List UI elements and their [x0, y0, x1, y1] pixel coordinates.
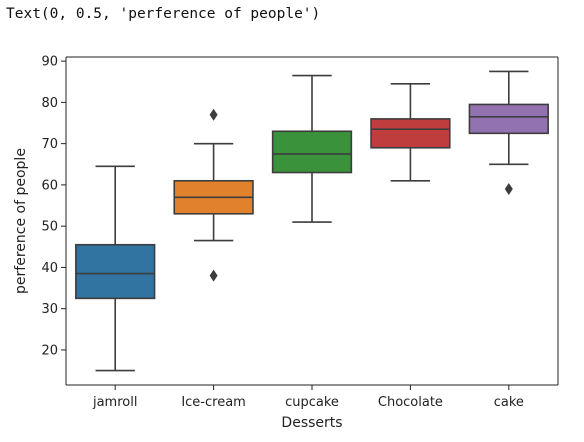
- outlier-point: [209, 108, 218, 121]
- box-iqr: [468, 103, 549, 135]
- outlier-point: [209, 269, 218, 282]
- y-tick-label: 40: [41, 261, 58, 276]
- y-tick-label: 60: [41, 178, 58, 193]
- box-group: [468, 70, 549, 196]
- box-series: [75, 70, 549, 372]
- x-tick-label: Chocolate: [378, 395, 443, 410]
- y-axis-title: perference of people: [13, 148, 29, 294]
- y-tick-label: 30: [41, 302, 58, 317]
- x-tick-label: cake: [494, 395, 524, 410]
- box-iqr: [271, 130, 353, 174]
- box-group: [370, 83, 451, 182]
- cell-output-text: Text(0, 0.5, 'perference of people'): [6, 6, 321, 22]
- box-group: [173, 108, 254, 282]
- y-tick-label: 80: [41, 96, 58, 111]
- box-group: [271, 74, 353, 223]
- y-tick-label: 90: [41, 55, 58, 70]
- x-tick-label: Ice-cream: [181, 395, 246, 410]
- x-axis-title: Desserts: [281, 415, 342, 431]
- y-axis: 20 30 40 50 60 70 80 90: [41, 55, 66, 358]
- x-tick-label: cupcake: [285, 395, 339, 410]
- box-iqr: [75, 243, 156, 300]
- y-tick-label: 70: [41, 137, 58, 152]
- y-tick-label: 50: [41, 220, 58, 235]
- outlier-point: [504, 183, 513, 196]
- y-tick-label: 20: [41, 343, 58, 358]
- box-iqr: [370, 118, 451, 149]
- box-group: [75, 165, 156, 372]
- x-tick-label: jamroll: [92, 395, 137, 410]
- x-axis: jamroll Ice-cream cupcake Chocolate cake: [92, 385, 524, 410]
